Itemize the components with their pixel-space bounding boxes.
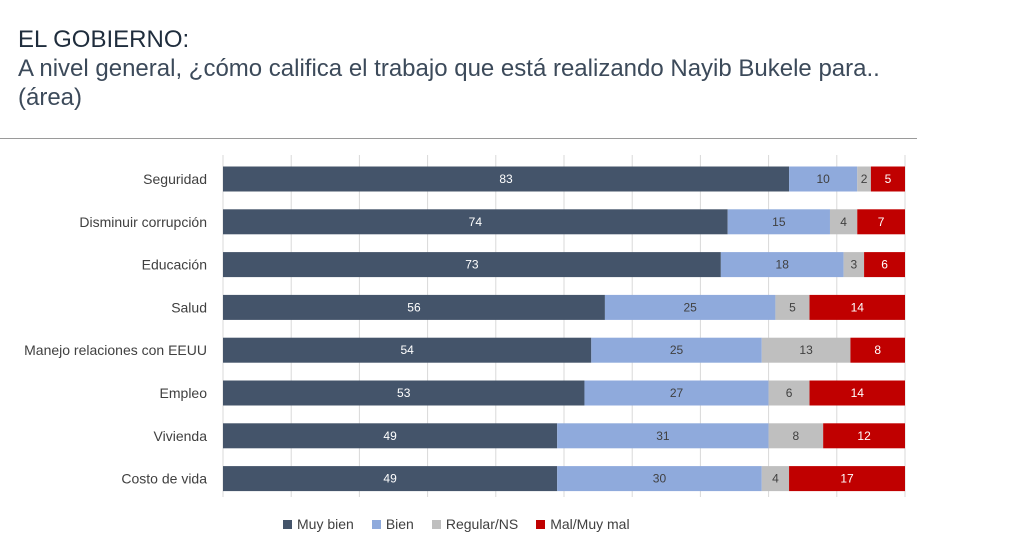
bar-segment [223,252,721,278]
bar-segment [843,252,865,278]
bar-segment [223,166,790,192]
bar-segment [591,337,762,363]
bar-segment [857,166,871,192]
data-label: 83 [499,172,513,186]
data-label: 8 [793,429,800,443]
bar-segment [850,337,905,363]
page-subtitle: A nivel general, ¿cómo califica el traba… [18,55,880,111]
data-label: 17 [840,472,854,486]
bar-segment [809,380,905,406]
data-label: 5 [789,300,796,314]
bar-segment [557,423,769,449]
data-label: 2 [861,172,868,186]
data-label: 74 [469,215,483,229]
category-labels: Seguridad Disminuir corrupción Educación Sa… [24,171,207,487]
data-label: 10 [816,172,830,186]
category-label: Vivienda [154,428,208,444]
data-label: 49 [383,472,397,486]
bar-segment [768,380,810,406]
legend-label: Muy bien [297,516,354,532]
category-label: Manejo relaciones con EEUU [24,342,207,358]
divider-line [0,138,917,139]
bar-segment [727,209,830,235]
bar-segment [809,294,905,320]
bar-segment [829,209,858,235]
legend: Muy bien Bien Regular/NS Mal/Muy mal [283,516,630,532]
bar-segment [584,380,769,406]
data-label: 6 [786,386,793,400]
bar-segment [720,252,844,278]
category-label: Disminuir corrupción [79,214,207,230]
legend-swatch [536,519,546,529]
data-label: 7 [878,215,885,229]
data-label: 49 [383,429,397,443]
data-label: 73 [465,258,479,272]
stacked-bar-chart: Seguridad Disminuir corrupción Educación Sa… [24,155,906,497]
legend-swatch [371,519,381,529]
data-label: 53 [397,386,411,400]
bar-segment [557,466,762,492]
legend-swatch [431,519,441,529]
legend-label: Bien [385,516,414,532]
data-label: 12 [857,429,871,443]
page-title: EL GOBIERNO: [18,26,190,53]
bar-segment [604,294,776,320]
bar-segment [864,252,905,278]
bar-segment [870,166,905,192]
bar-segment [223,209,728,235]
category-label: Seguridad [143,171,207,187]
legend-label: Regular/NS [445,516,519,532]
bar-segment [223,466,558,492]
data-label: 25 [683,300,697,314]
data-label: 8 [874,343,881,357]
data-label: 18 [776,258,790,272]
bar-segment [761,337,851,363]
bar-segment [223,337,592,363]
category-label: Educación [142,257,207,273]
legend-label: Mal/Muy mal [550,516,630,532]
bar-segment [223,380,585,406]
legend-swatch [283,519,292,529]
legend-item: Regular/NS [431,516,519,532]
bar-segment [857,209,905,235]
bar-segment [223,294,605,320]
data-label: 15 [772,215,786,229]
legend-item: Bien [371,516,414,532]
data-label: 6 [881,258,888,272]
data-label: 14 [851,300,865,314]
bar-segment [823,423,905,449]
legend-item: Muy bien [283,516,354,532]
data-label: 56 [407,300,421,314]
data-label: 13 [799,343,813,357]
data-label: 4 [840,215,847,229]
category-label: Empleo [160,385,208,401]
category-label: Salud [171,299,207,315]
category-label: Costo de vida [121,471,207,487]
data-label: 30 [653,472,667,486]
bar-segment [768,423,824,449]
title-block: EL GOBIERNO: A nivel general, ¿cómo cali… [18,26,918,112]
data-label: 27 [670,386,684,400]
data-label: 5 [885,172,892,186]
legend-item: Mal/Muy mal [536,516,630,532]
bar-segment [789,166,858,192]
data-label: 25 [670,343,684,357]
bar-segment [789,466,905,492]
data-label: 31 [656,429,670,443]
data-label: 54 [400,343,414,357]
data-label: 14 [851,386,865,400]
bar-segment [775,294,810,320]
data-label: 4 [772,472,779,486]
data-label: 3 [851,258,858,272]
bar-segment [761,466,790,492]
bar-segment [223,423,558,449]
